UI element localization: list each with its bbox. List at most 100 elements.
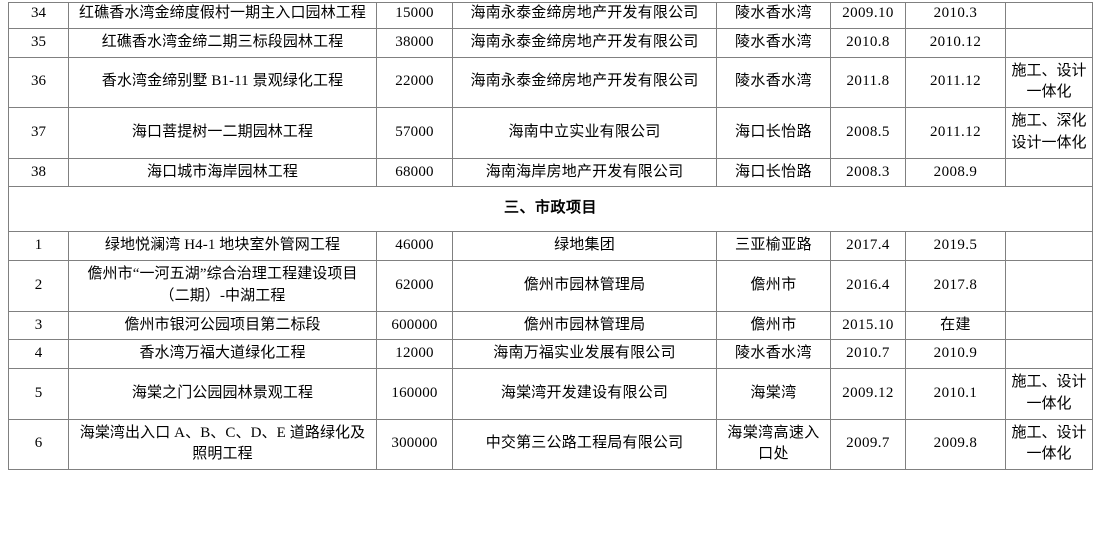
cell-location: 海棠湾高速入口处 <box>716 418 831 470</box>
cell-seq: 5 <box>8 368 69 420</box>
table-row: 37 海口菩提树一二期园林工程 57000 海南中立实业有限公司 海口长怡路 2… <box>8 107 1093 159</box>
cell-end: 2011.12 <box>905 107 1006 159</box>
cell-location: 海口长怡路 <box>716 107 831 159</box>
cell-end: 2010.9 <box>905 339 1006 369</box>
cell-amount: 62000 <box>376 260 453 312</box>
cell-start: 2009.12 <box>830 368 906 420</box>
cell-amount: 600000 <box>376 310 453 341</box>
cell-name: 红礁香水湾金缔度假村一期主入口园林工程 <box>68 2 377 29</box>
table-row: 4 香水湾万福大道绿化工程 12000 海南万福实业发展有限公司 陵水香水湾 2… <box>8 339 1093 369</box>
cell-end: 2010.12 <box>905 27 1006 58</box>
cell-location: 陵水香水湾 <box>716 56 831 108</box>
cell-owner: 海南中立实业有限公司 <box>452 107 717 159</box>
cell-end: 2010.1 <box>905 368 1006 420</box>
table-row: 3 儋州市银河公园项目第二标段 600000 儋州市园林管理局 儋州市 2015… <box>8 310 1093 341</box>
cell-start: 2010.8 <box>830 27 906 58</box>
cell-end: 2011.12 <box>905 56 1006 108</box>
cell-note: 施工、设计一体化 <box>1005 418 1093 470</box>
cell-seq: 38 <box>8 157 69 188</box>
cell-location: 儋州市 <box>716 260 831 312</box>
cell-amount: 46000 <box>376 231 453 261</box>
cell-name: 海口城市海岸园林工程 <box>68 157 377 188</box>
cell-amount: 300000 <box>376 418 453 470</box>
cell-seq: 35 <box>8 27 69 58</box>
cell-name: 儋州市“一河五湖”综合治理工程建设项目（二期）-中湖工程 <box>68 260 377 312</box>
section-header-row: 三、市政项目 <box>8 186 1093 233</box>
cell-start: 2015.10 <box>830 310 906 341</box>
cell-note <box>1005 27 1093 58</box>
cell-start: 2008.3 <box>830 157 906 188</box>
cell-start: 2016.4 <box>830 260 906 312</box>
cell-name: 红礁香水湾金缔二期三标段园林工程 <box>68 27 377 58</box>
cell-amount: 15000 <box>376 2 453 29</box>
cell-owner: 海南永泰金缔房地产开发有限公司 <box>452 2 717 29</box>
cell-amount: 12000 <box>376 339 453 369</box>
table-row: 5 海棠之门公园园林景观工程 160000 海棠湾开发建设有限公司 海棠湾 20… <box>8 368 1093 420</box>
table-row: 1 绿地悦澜湾 H4-1 地块室外管网工程 46000 绿地集团 三亚榆亚路 2… <box>8 231 1093 261</box>
cell-amount: 160000 <box>376 368 453 420</box>
cell-name: 海口菩提树一二期园林工程 <box>68 107 377 159</box>
cell-note: 施工、设计一体化 <box>1005 368 1093 420</box>
cell-seq: 37 <box>8 107 69 159</box>
cell-note <box>1005 157 1093 188</box>
cell-end: 2010.3 <box>905 2 1006 29</box>
cell-end: 2009.8 <box>905 418 1006 470</box>
cell-location: 三亚榆亚路 <box>716 231 831 261</box>
cell-name: 香水湾金缔别墅 B1-11 景观绿化工程 <box>68 56 377 108</box>
cell-owner: 海南万福实业发展有限公司 <box>452 339 717 369</box>
cell-owner: 儋州市园林管理局 <box>452 310 717 341</box>
cell-start: 2009.10 <box>830 2 906 29</box>
section-header-municipal: 三、市政项目 <box>8 186 1093 233</box>
cell-owner: 中交第三公路工程局有限公司 <box>452 418 717 470</box>
project-table: 34 红礁香水湾金缔度假村一期主入口园林工程 15000 海南永泰金缔房地产开发… <box>8 2 1093 470</box>
cell-owner: 绿地集团 <box>452 231 717 261</box>
cell-seq: 3 <box>8 310 69 341</box>
table-row: 35 红礁香水湾金缔二期三标段园林工程 38000 海南永泰金缔房地产开发有限公… <box>8 27 1093 58</box>
table-body: 34 红礁香水湾金缔度假村一期主入口园林工程 15000 海南永泰金缔房地产开发… <box>8 2 1093 470</box>
cell-name: 儋州市银河公园项目第二标段 <box>68 310 377 341</box>
cell-amount: 22000 <box>376 56 453 108</box>
cell-owner: 海南永泰金缔房地产开发有限公司 <box>452 27 717 58</box>
table-row: 6 海棠湾出入口 A、B、C、D、E 道路绿化及照明工程 300000 中交第三… <box>8 418 1093 470</box>
cell-note <box>1005 310 1093 341</box>
cell-owner: 海南海岸房地产开发有限公司 <box>452 157 717 188</box>
cell-seq: 1 <box>8 231 69 261</box>
cell-end: 2017.8 <box>905 260 1006 312</box>
cell-note <box>1005 2 1093 29</box>
cell-name: 海棠之门公园园林景观工程 <box>68 368 377 420</box>
cell-seq: 2 <box>8 260 69 312</box>
cell-location: 陵水香水湾 <box>716 27 831 58</box>
cell-location: 儋州市 <box>716 310 831 341</box>
cell-end: 2008.9 <box>905 157 1006 188</box>
cell-start: 2009.7 <box>830 418 906 470</box>
cell-location: 海口长怡路 <box>716 157 831 188</box>
table-row: 38 海口城市海岸园林工程 68000 海南海岸房地产开发有限公司 海口长怡路 … <box>8 157 1093 188</box>
cell-owner: 海南永泰金缔房地产开发有限公司 <box>452 56 717 108</box>
cell-location: 陵水香水湾 <box>716 339 831 369</box>
cell-seq: 4 <box>8 339 69 369</box>
table-row: 2 儋州市“一河五湖”综合治理工程建设项目（二期）-中湖工程 62000 儋州市… <box>8 260 1093 312</box>
cell-seq: 6 <box>8 418 69 470</box>
cell-note <box>1005 339 1093 369</box>
cell-name: 绿地悦澜湾 H4-1 地块室外管网工程 <box>68 231 377 261</box>
cell-start: 2010.7 <box>830 339 906 369</box>
cell-note <box>1005 260 1093 312</box>
cell-seq: 36 <box>8 56 69 108</box>
cell-seq: 34 <box>8 2 69 29</box>
cell-end: 2019.5 <box>905 231 1006 261</box>
cell-start: 2008.5 <box>830 107 906 159</box>
cell-end: 在建 <box>905 310 1006 341</box>
cell-start: 2017.4 <box>830 231 906 261</box>
cell-location: 陵水香水湾 <box>716 2 831 29</box>
cell-amount: 57000 <box>376 107 453 159</box>
cell-note: 施工、深化设计一体化 <box>1005 107 1093 159</box>
cell-name: 香水湾万福大道绿化工程 <box>68 339 377 369</box>
cell-start: 2011.8 <box>830 56 906 108</box>
cell-location: 海棠湾 <box>716 368 831 420</box>
cell-owner: 海棠湾开发建设有限公司 <box>452 368 717 420</box>
table-row: 34 红礁香水湾金缔度假村一期主入口园林工程 15000 海南永泰金缔房地产开发… <box>8 2 1093 29</box>
cell-name: 海棠湾出入口 A、B、C、D、E 道路绿化及照明工程 <box>68 418 377 470</box>
cell-amount: 68000 <box>376 157 453 188</box>
cell-owner: 儋州市园林管理局 <box>452 260 717 312</box>
